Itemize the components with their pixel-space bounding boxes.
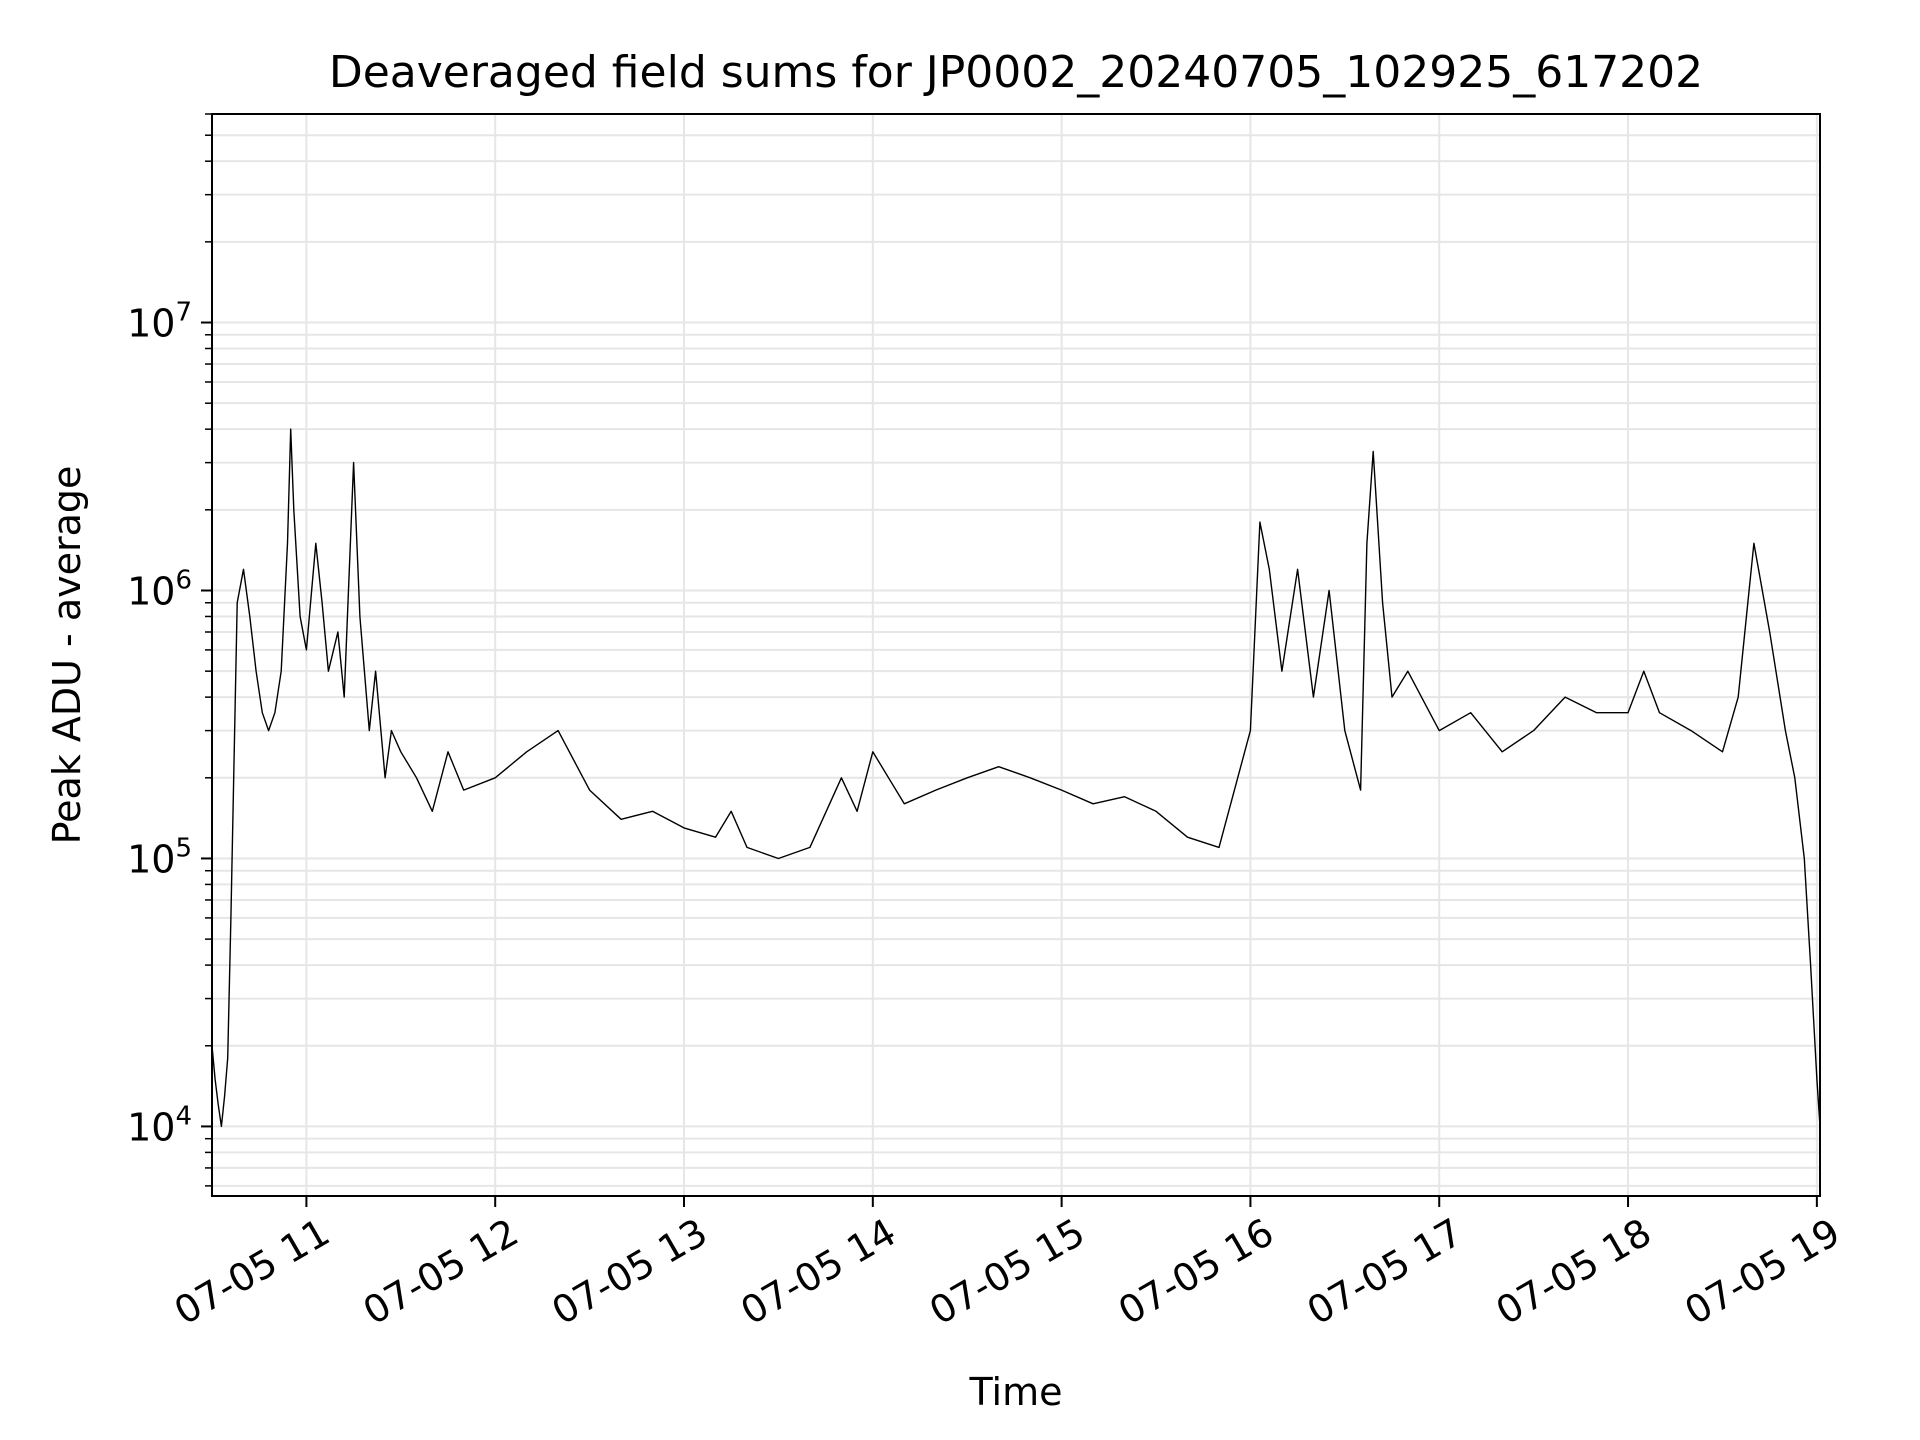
x-tick-label: 07-05 12 <box>356 1210 526 1334</box>
x-tick-label: 07-05 15 <box>922 1210 1092 1334</box>
y-tick-label: 106 <box>127 565 192 613</box>
x-axis: 07-05 11 07-05 12 07-05 13 07-05 14 07-05 15… <box>167 1196 1847 1333</box>
y-axis: 104 105 106 107 <box>127 298 212 1149</box>
x-tick-label: 07-05 11 <box>167 1210 337 1334</box>
chart-title: Deaveraged field sums for JP0002_2024070… <box>329 47 1703 98</box>
x-axis-label: Time <box>969 1370 1063 1414</box>
y-minor-ticks <box>205 113 212 1187</box>
x-tick-label: 07-05 14 <box>733 1210 903 1334</box>
x-tick-label: 07-05 13 <box>545 1210 715 1334</box>
x-tick-label: 07-05 19 <box>1677 1210 1847 1334</box>
y-axis-label: Peak ADU - average <box>45 466 89 845</box>
x-tick-label: 07-05 16 <box>1111 1210 1281 1334</box>
y-tick-label: 104 <box>127 1101 192 1149</box>
plot-area-frame <box>211 113 1821 1197</box>
y-tick-label: 107 <box>127 298 192 346</box>
series-layer <box>211 428 1821 1128</box>
series-line <box>211 428 1821 1128</box>
grid-lines <box>212 113 1820 1196</box>
x-tick-label: 07-05 17 <box>1300 1210 1470 1334</box>
y-tick-label: 105 <box>127 833 192 881</box>
x-tick-label: 07-05 18 <box>1489 1210 1659 1334</box>
